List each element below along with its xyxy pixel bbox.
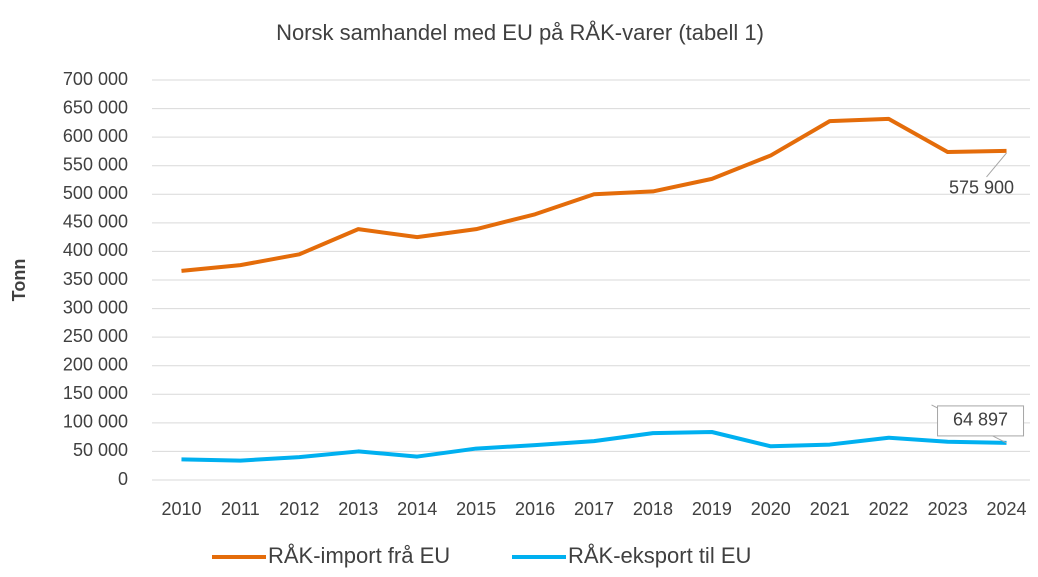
x-tick-label: 2014 <box>397 499 437 519</box>
x-tick-label: 2015 <box>456 499 496 519</box>
y-tick-label: 150 000 <box>63 383 128 403</box>
y-tick-label: 700 000 <box>63 69 128 89</box>
x-tick-label: 2010 <box>161 499 201 519</box>
leader-line <box>986 152 1007 178</box>
y-tick-label: 650 000 <box>63 97 128 117</box>
chart-title: Norsk samhandel med EU på RÅK-varer (tab… <box>276 20 764 45</box>
x-tick-label: 2012 <box>279 499 319 519</box>
y-tick-label: 350 000 <box>63 269 128 289</box>
x-tick-label: 2019 <box>692 499 732 519</box>
y-tick-label: 400 000 <box>63 240 128 260</box>
data-label: 64 897 <box>953 410 1008 430</box>
y-tick-label: 550 000 <box>63 154 128 174</box>
data-line <box>181 116 1007 273</box>
data-label-box <box>937 405 1025 437</box>
y-tick-label: 0 <box>118 469 128 489</box>
x-tick-label: 2022 <box>869 499 909 519</box>
legend-label: RÅK-import frå EU <box>268 543 450 568</box>
x-tick-label: 2024 <box>987 499 1027 519</box>
y-tick-label: 100 000 <box>63 412 128 432</box>
y-tick-label: 200 000 <box>63 354 128 374</box>
y-tick-label: 450 000 <box>63 212 128 232</box>
legend-label: RÅK-eksport til EU <box>568 543 751 568</box>
x-tick-label: 2021 <box>810 499 850 519</box>
x-tick-label: 2023 <box>928 499 968 519</box>
x-tick-label: 2013 <box>338 499 378 519</box>
y-tick-label: 50 000 <box>73 440 128 460</box>
x-tick-label: 2017 <box>574 499 614 519</box>
data-line <box>181 430 1007 463</box>
y-tick-label: 600 000 <box>63 126 128 146</box>
y-tick-label: 250 000 <box>63 326 128 346</box>
x-tick-label: 2020 <box>751 499 791 519</box>
y-axis-label: Tonn <box>9 259 29 302</box>
y-tick-label: 500 000 <box>63 183 128 203</box>
x-tick-label: 2018 <box>633 499 673 519</box>
data-label: 575 900 <box>949 178 1014 198</box>
x-tick-label: 2011 <box>221 499 260 519</box>
y-tick-label: 300 000 <box>63 297 128 317</box>
x-tick-label: 2016 <box>515 499 555 519</box>
